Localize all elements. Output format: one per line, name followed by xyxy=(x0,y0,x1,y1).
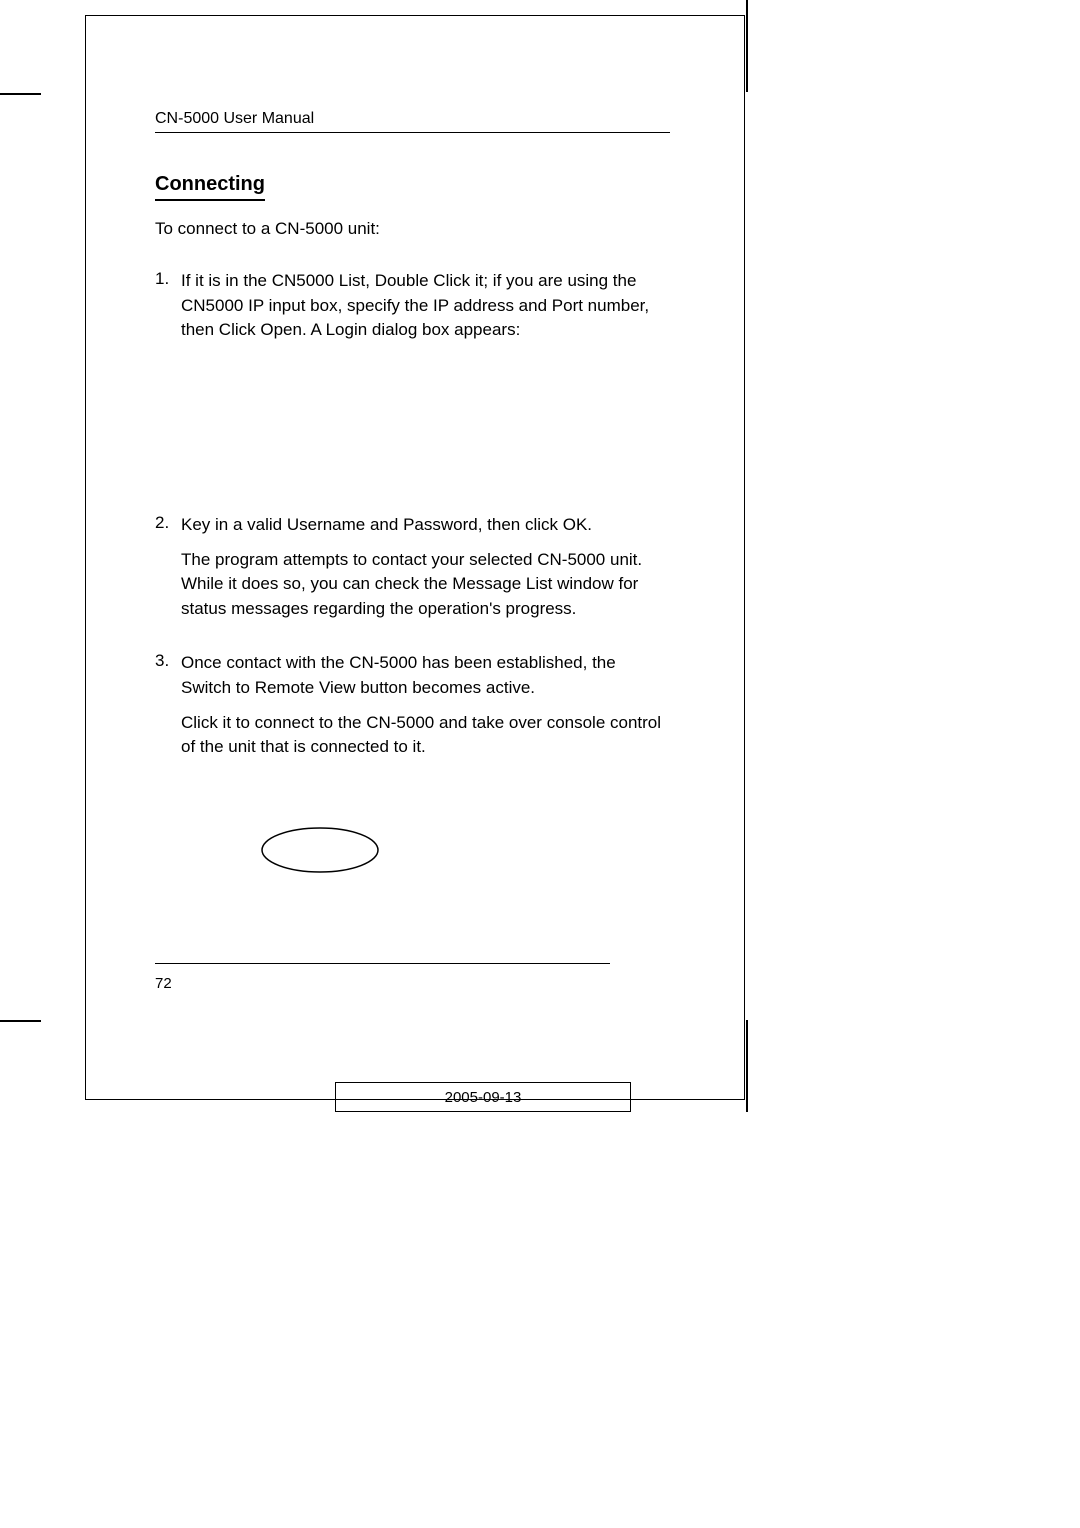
crop-mark xyxy=(0,1020,41,1022)
list-text: Click it to connect to the CN-5000 and t… xyxy=(181,711,670,760)
list-body: Once contact with the CN-5000 has been e… xyxy=(181,651,670,770)
list-item-1: 1. If it is in the CN5000 List, Double C… xyxy=(155,269,670,353)
page-content: CN-5000 User Manual Connecting To connec… xyxy=(155,110,670,790)
list-body: If it is in the CN5000 List, Double Clic… xyxy=(181,269,670,353)
crop-mark xyxy=(746,1020,748,1112)
list-text: The program attempts to contact your sel… xyxy=(181,548,670,622)
crop-mark xyxy=(0,93,41,95)
manual-title: CN-5000 User Manual xyxy=(155,110,314,127)
list-item-3: 3. Once contact with the CN-5000 has bee… xyxy=(155,651,670,770)
list-number: 3. xyxy=(155,651,181,770)
list-text: If it is in the CN5000 List, Double Clic… xyxy=(181,269,670,343)
date-box: 2005-09-13 xyxy=(335,1082,631,1112)
crop-mark xyxy=(746,0,748,92)
section-title: Connecting xyxy=(155,173,265,201)
date-text: 2005-09-13 xyxy=(445,1089,522,1106)
list-text: Key in a valid Username and Password, th… xyxy=(181,513,670,538)
list-body: Key in a valid Username and Password, th… xyxy=(181,513,670,632)
page-header: CN-5000 User Manual xyxy=(155,110,670,133)
callout-oval xyxy=(260,825,380,875)
list-number: 2. xyxy=(155,513,181,632)
list-item-2: 2. Key in a valid Username and Password,… xyxy=(155,513,670,632)
list-text: Once contact with the CN-5000 has been e… xyxy=(181,651,670,700)
list-number: 1. xyxy=(155,269,181,353)
intro-text: To connect to a CN-5000 unit: xyxy=(155,219,670,239)
image-placeholder xyxy=(155,373,670,513)
page-number: 72 xyxy=(155,975,172,992)
footer-rule xyxy=(155,963,610,964)
